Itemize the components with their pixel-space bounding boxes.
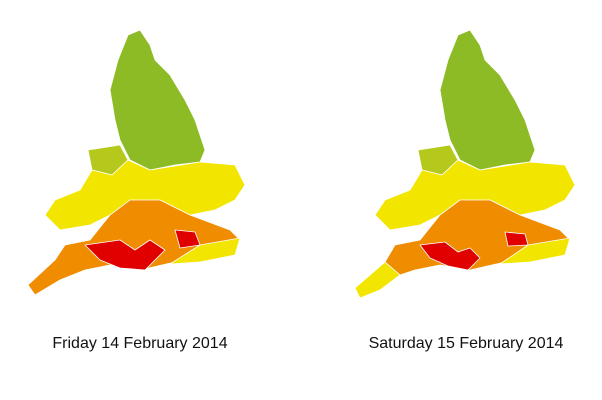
region-green (109, 29, 206, 171)
region-green (439, 29, 536, 171)
region-yellow (169, 237, 241, 265)
region-red (504, 231, 529, 247)
region-yellow (499, 237, 571, 265)
map-saturday (354, 29, 576, 299)
region-yellow (354, 261, 401, 299)
map-friday (27, 29, 246, 296)
region-red (419, 241, 481, 271)
region-red (84, 239, 166, 271)
caption: Friday 14 February 2014 (52, 335, 228, 352)
caption: Saturday 15 February 2014 (368, 335, 564, 352)
